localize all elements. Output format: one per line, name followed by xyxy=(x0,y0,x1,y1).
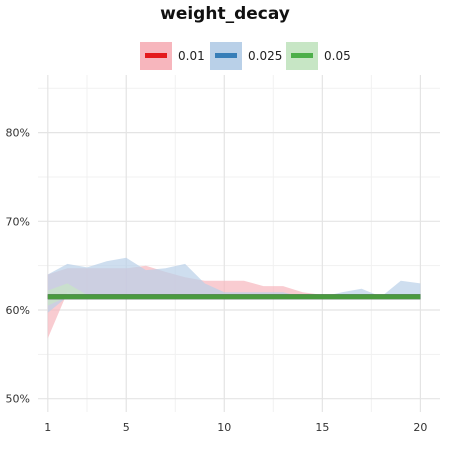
x-tick-label: 10 xyxy=(217,421,231,434)
y-tick-label: 50% xyxy=(6,393,30,406)
legend-item-0.01[interactable]: 0.01 xyxy=(140,42,205,70)
y-tick-label: 80% xyxy=(6,127,30,140)
legend-swatch-0.05 xyxy=(286,42,318,70)
x-tick-label: 5 xyxy=(123,421,130,434)
x-tick-label: 20 xyxy=(413,421,427,434)
x-tick-label: 1 xyxy=(44,421,51,434)
legend-item-0.05[interactable]: 0.05 xyxy=(286,42,351,70)
y-tick-label: 70% xyxy=(6,215,30,228)
legend-label: 0.025 xyxy=(248,49,283,63)
confidence-band-0.025 xyxy=(47,257,421,313)
legend: 0.01 0.025 0.05 xyxy=(0,42,450,70)
y-tick-label: 60% xyxy=(6,304,30,317)
chart-title: weight_decay xyxy=(160,4,290,24)
legend-label: 0.05 xyxy=(324,49,351,63)
legend-label: 0.01 xyxy=(178,49,205,63)
legend-swatch-0.01 xyxy=(140,42,172,70)
legend-item-0.025[interactable]: 0.025 xyxy=(210,42,282,70)
x-tick-label: 15 xyxy=(315,421,329,434)
legend-swatch-0.025 xyxy=(210,42,242,70)
